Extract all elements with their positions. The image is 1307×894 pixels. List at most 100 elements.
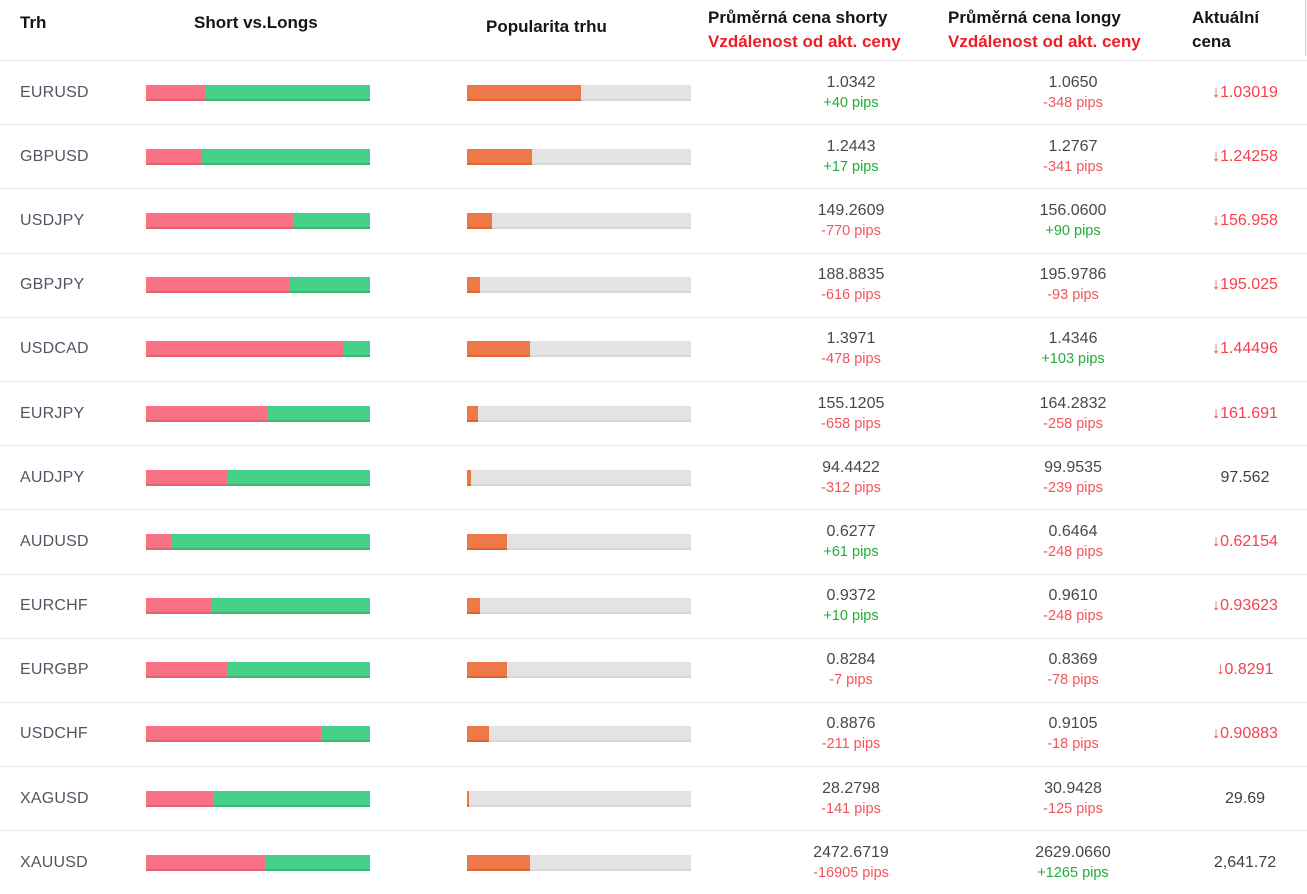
avg-long-pips: +90 pips	[1045, 222, 1101, 239]
avg-short-price: 28.2798	[822, 779, 880, 797]
short-vs-longs-bar	[146, 854, 370, 871]
avg-long-pips: +103 pips	[1041, 351, 1105, 368]
table-row[interactable]: AUDJPY 94.4422 -312 pips 99.9535 -239 pi…	[0, 445, 1307, 510]
avg-short-pips: +17 pips	[823, 158, 879, 175]
down-arrow-icon: ↓	[1212, 211, 1221, 229]
short-vs-longs-cell	[146, 854, 370, 871]
market-label[interactable]: USDJPY	[20, 211, 85, 229]
avg-long-price: 0.6464	[1048, 522, 1098, 540]
market-label[interactable]: EURJPY	[20, 404, 85, 422]
short-vs-longs-cell	[146, 84, 370, 101]
longs-segment	[289, 277, 370, 294]
market-label[interactable]: GBPJPY	[20, 276, 85, 294]
table-row[interactable]: USDCAD 1.3971 -478 pips 1.4346 +103 pips…	[0, 316, 1307, 381]
short-vs-longs-bar	[146, 148, 370, 165]
avg-short-price: 1.2443	[826, 137, 876, 155]
avg-short-cell: 0.8876 -211 pips	[691, 713, 1011, 755]
longs-segment	[213, 790, 370, 807]
avg-long-pips: -341 pips	[1043, 158, 1103, 175]
avg-short-cell: 0.6277 +61 pips	[691, 521, 1011, 563]
market-label[interactable]: AUDUSD	[20, 532, 89, 550]
avg-long-cell: 0.9105 -18 pips	[1011, 713, 1135, 755]
avg-long-pips: -18 pips	[1047, 736, 1099, 753]
current-price-cell: ↓0.93623	[1135, 597, 1307, 615]
short-vs-longs-bar	[146, 533, 370, 550]
market-label[interactable]: USDCHF	[20, 725, 88, 743]
market-label[interactable]: USDCAD	[20, 340, 89, 358]
market-label[interactable]: EURGBP	[20, 661, 89, 679]
avg-long-price: 99.9535	[1044, 458, 1102, 476]
market-label[interactable]: EURCHF	[20, 597, 88, 615]
shorts-segment	[146, 148, 202, 165]
shorts-segment	[146, 469, 227, 486]
longs-segment	[210, 598, 370, 615]
shorts-segment	[146, 598, 211, 615]
avg-short-pips: -616 pips	[821, 287, 881, 304]
short-vs-longs-bar	[146, 598, 370, 615]
down-arrow-icon: ↓	[1212, 276, 1221, 294]
current-price: 156.958	[1220, 211, 1278, 229]
market-label[interactable]: AUDJPY	[20, 468, 85, 486]
popularity-fill	[467, 790, 470, 807]
table-row[interactable]: EURUSD 1.0342 +40 pips 1.0650 -348 pips …	[0, 60, 1307, 125]
shorts-segment	[146, 533, 171, 550]
avg-short-price: 149.2609	[817, 201, 885, 219]
current-price-cell: 29.69	[1135, 790, 1307, 808]
table-row[interactable]: XAUUSD 2472.6719 -16905 pips 2629.0660 +…	[0, 830, 1307, 894]
avg-long-pips: -78 pips	[1047, 672, 1099, 689]
avg-long-price: 195.9786	[1039, 266, 1107, 284]
avg-short-price: 0.8284	[826, 651, 876, 669]
short-vs-longs-cell	[146, 533, 370, 550]
popularity-track	[467, 277, 691, 294]
popularity-fill	[467, 662, 508, 679]
longs-segment	[293, 212, 370, 229]
table-row[interactable]: GBPJPY 188.8835 -616 pips 195.9786 -93 p…	[0, 252, 1307, 317]
table-row[interactable]: USDJPY 149.2609 -770 pips 156.0600 +90 p…	[0, 188, 1307, 253]
table-row[interactable]: EURGBP 0.8284 -7 pips 0.8369 -78 pips ↓0…	[0, 637, 1307, 702]
market-label[interactable]: XAUUSD	[20, 853, 88, 871]
avg-short-price: 155.1205	[817, 394, 885, 412]
market-label[interactable]: EURUSD	[20, 83, 89, 101]
avg-short-cell: 94.4422 -312 pips	[691, 457, 1011, 499]
table-row[interactable]: GBPUSD 1.2443 +17 pips 1.2767 -341 pips …	[0, 124, 1307, 189]
table-row[interactable]: EURJPY 155.1205 -658 pips 164.2832 -258 …	[0, 380, 1307, 446]
avg-short-cell: 28.2798 -141 pips	[691, 778, 1011, 820]
market-label[interactable]: XAGUSD	[20, 789, 89, 807]
table-row[interactable]: EURCHF 0.9372 +10 pips 0.9610 -248 pips …	[0, 573, 1307, 638]
down-arrow-icon: ↓	[1212, 404, 1221, 422]
avg-short-price: 2472.6719	[813, 843, 889, 861]
avg-long-price: 0.9105	[1048, 715, 1098, 733]
avg-long-cell: 156.0600 +90 pips	[1011, 200, 1135, 242]
popularity-track	[467, 726, 691, 743]
current-price-cell: ↓161.691	[1135, 405, 1307, 423]
table-row[interactable]: USDCHF 0.8876 -211 pips 0.9105 -18 pips …	[0, 701, 1307, 767]
popularity-track	[467, 405, 691, 422]
short-vs-longs-cell	[146, 212, 370, 229]
avg-short-cell: 1.0342 +40 pips	[691, 72, 1011, 114]
short-vs-longs-bar	[146, 662, 370, 679]
avg-short-price: 0.6277	[826, 522, 876, 540]
current-price: 195.025	[1220, 276, 1278, 294]
market-label[interactable]: GBPUSD	[20, 147, 89, 165]
current-price-cell: ↓1.44496	[1135, 340, 1307, 358]
avg-short-cell: 0.8284 -7 pips	[691, 649, 1011, 691]
avg-short-cell: 149.2609 -770 pips	[691, 200, 1011, 242]
longs-segment	[320, 726, 370, 743]
header-short-vs-longs: Short vs.Longs	[194, 13, 318, 32]
avg-long-cell: 164.2832 -258 pips	[1011, 393, 1135, 435]
avg-short-cell: 188.8835 -616 pips	[691, 264, 1011, 306]
current-price-cell: ↓1.03019	[1135, 84, 1307, 102]
popularity-fill	[467, 854, 530, 871]
table-row[interactable]: AUDUSD 0.6277 +61 pips 0.6464 -248 pips …	[0, 509, 1307, 574]
longs-segment	[202, 148, 370, 165]
table-row[interactable]: XAGUSD 28.2798 -141 pips 30.9428 -125 pi…	[0, 766, 1307, 831]
current-price-cell: ↓0.62154	[1135, 533, 1307, 551]
shorts-segment	[146, 790, 214, 807]
current-price: 0.62154	[1220, 532, 1278, 550]
header-current-price: Aktuální cena	[1192, 6, 1259, 54]
down-arrow-icon: ↓	[1212, 147, 1221, 165]
avg-long-pips: -239 pips	[1043, 479, 1103, 496]
avg-short-cell: 0.9372 +10 pips	[691, 585, 1011, 627]
avg-long-price: 0.9610	[1048, 587, 1098, 605]
